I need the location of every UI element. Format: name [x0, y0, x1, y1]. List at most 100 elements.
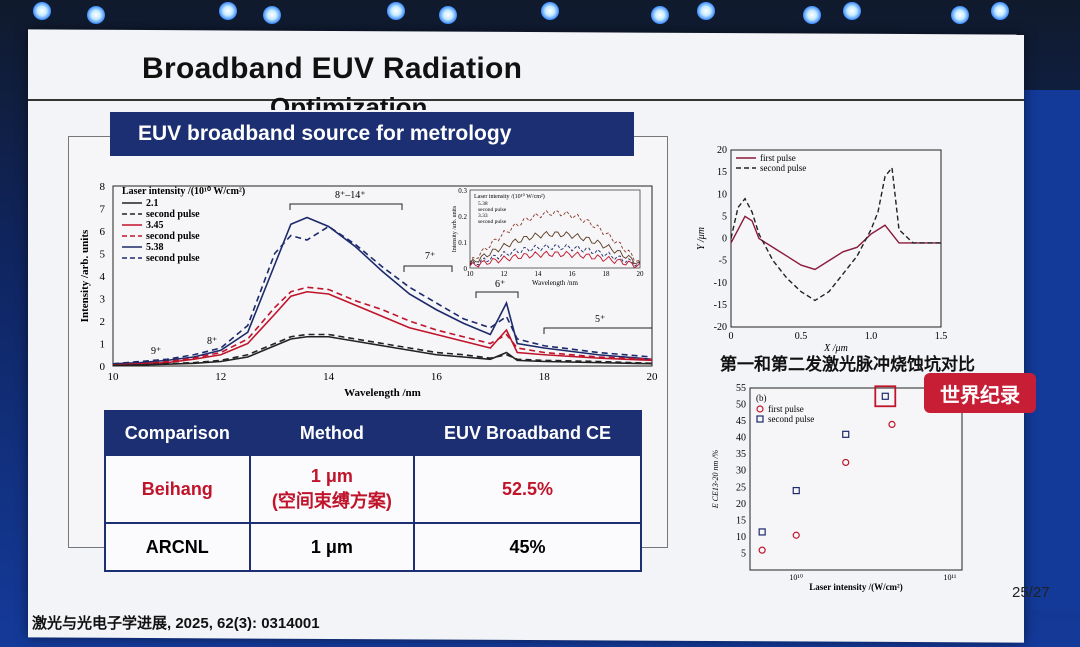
inset-legend-entry: second pulse [478, 219, 507, 225]
legend-title: Laser intensity /(10¹⁰ W/cm²) [122, 186, 245, 197]
y-tick-label: 6 [100, 226, 106, 238]
inset-y-tick-label: 0.2 [458, 213, 467, 221]
inset-x-tick-label: 14 [535, 270, 543, 278]
inset-legend-entry: second pulse [478, 207, 507, 213]
y-tick-label: 1 [100, 339, 106, 351]
stage-light [263, 6, 281, 24]
inset-legend-entry: 3.33 [478, 213, 488, 219]
stage-light [33, 2, 51, 20]
profile-y-tick-label: -15 [714, 300, 727, 311]
profile-y-tick-label: 10 [717, 189, 727, 200]
stage-light [651, 6, 669, 24]
comparison-table: Comparison Method EUV Broadband CE Beiha… [104, 410, 642, 572]
chart-annotation: 5⁺ [595, 314, 605, 325]
y-tick-label: 2 [100, 316, 106, 328]
legend-entry: second pulse [146, 253, 200, 264]
stage-light [843, 2, 861, 20]
stage-light [87, 6, 105, 24]
method-line1: 1 μm [310, 465, 353, 486]
profile-x-axis-label: X /μm [823, 343, 848, 354]
y-tick-label: 7 [100, 204, 106, 216]
legend-entry: 2.1 [146, 198, 159, 209]
inset-series-line [469, 243, 641, 267]
ce-y-tick-label: 30 [736, 466, 746, 477]
chart-annotation: 6⁺ [495, 279, 505, 290]
inset-plot-area [469, 189, 641, 269]
inset-x-tick-label: 16 [569, 270, 577, 278]
profile-y-tick-label: -20 [714, 322, 727, 333]
ce-x-axis-label: Laser intensity /(W/cm²) [809, 582, 903, 592]
ce-point-square [881, 392, 889, 400]
ce-y-tick-label: 25 [736, 482, 746, 493]
stage-light [541, 2, 559, 20]
section-banner: EUV broadband source for metrology [110, 112, 634, 156]
profile-legend-entry: first pulse [760, 153, 796, 163]
x-axis-label: Wavelength /nm [344, 387, 421, 399]
profile-y-tick-label: 5 [722, 211, 727, 222]
legend-entry: 5.38 [146, 242, 164, 253]
annotation-bracket [289, 203, 403, 210]
profile-y-tick-label: -10 [714, 278, 727, 289]
ce-y-tick-label: 50 [736, 400, 746, 411]
annotation-bracket [543, 327, 653, 334]
series-line [112, 286, 653, 366]
x-tick-label: 20 [647, 371, 659, 383]
series-line [112, 225, 653, 365]
y-tick-label: 3 [100, 294, 106, 306]
profile-y-tick-label: 15 [717, 167, 727, 178]
table-header-row: Comparison Method EUV Broadband CE [104, 410, 642, 456]
inset-y-axis-label: Intensity /arb. units [452, 205, 458, 252]
profile-x-tick-label: 1.5 [935, 331, 948, 342]
chart-annotation: 7⁺ [425, 251, 435, 262]
slide-title-line2: Optimization [270, 92, 428, 110]
stage-light [439, 6, 457, 24]
ce-y-tick-label: 55 [736, 383, 746, 394]
ce-y-tick-label: 10 [736, 532, 746, 543]
header-ce: EUV Broadband CE [413, 410, 642, 456]
series-line [112, 335, 653, 367]
ce-y-tick-label: 15 [736, 515, 746, 526]
cell-method: 1 μm (空间束缚方案) [248, 454, 416, 524]
profile-series-line [730, 215, 941, 271]
y-tick-label: 5 [100, 249, 106, 261]
legend-entry: second pulse [146, 231, 200, 242]
method-line2: (空间束缚方案) [271, 490, 392, 511]
header-method: Method [248, 410, 416, 456]
citation: 激光与光电子学进展, 2025, 62(3): 0314001 [32, 615, 320, 632]
record-highlight-box [874, 385, 897, 408]
ce-x-tick-label: 10¹⁰ [789, 573, 803, 582]
inset-y-tick-label: 0.3 [458, 187, 467, 195]
legend-entry: second pulse [146, 209, 200, 220]
table-row: ARCNL 1 μm 45% [104, 522, 642, 572]
profile-x-tick-label: 0 [729, 331, 734, 342]
ce-y-axis-label: E CE13-20 nm /% [711, 449, 720, 509]
x-tick-label: 12 [215, 371, 226, 383]
y-tick-label: 8 [100, 181, 106, 193]
profile-series-line [730, 165, 941, 302]
ce-point-circle [842, 458, 850, 467]
x-tick-label: 14 [323, 371, 335, 383]
inset-legend-title: Laser intensity /(10¹⁰ W/cm²) [474, 193, 545, 200]
ce-point-circle [758, 546, 766, 554]
ce-point-square [842, 430, 850, 438]
profile-plot-area [730, 149, 942, 328]
y-tick-label: 4 [100, 271, 106, 283]
ce-legend-entry: first pulse [768, 404, 804, 414]
stage-light [951, 6, 969, 24]
ce-point-circle [792, 531, 800, 539]
annotation-bracket [475, 291, 519, 298]
stage-light [803, 6, 821, 24]
crater-profile-chart: 0 0.5 1.0 1.5 20 15 10 5 0 -5 -10 -15 -20 X /μm Y /μm f… [696, 145, 947, 354]
stage-side-panel [1024, 90, 1080, 610]
y-axis-label: Intensity /arb. units [79, 229, 91, 322]
profile-caption: 第一和第二发激光脉冲烧蚀坑对比 [720, 355, 975, 374]
inset-series-line [469, 250, 641, 269]
profile-legend-entry: second pulse [760, 163, 806, 173]
header-comparison: Comparison [104, 410, 251, 456]
table-row: Beihang 1 μm (空间束缚方案) 52.5% [104, 454, 642, 524]
legend-entry: 3.45 [146, 220, 164, 231]
stage-light [991, 2, 1009, 20]
world-record-badge: 世界纪录 [924, 373, 1036, 413]
profile-y-tick-label: -5 [719, 256, 727, 267]
